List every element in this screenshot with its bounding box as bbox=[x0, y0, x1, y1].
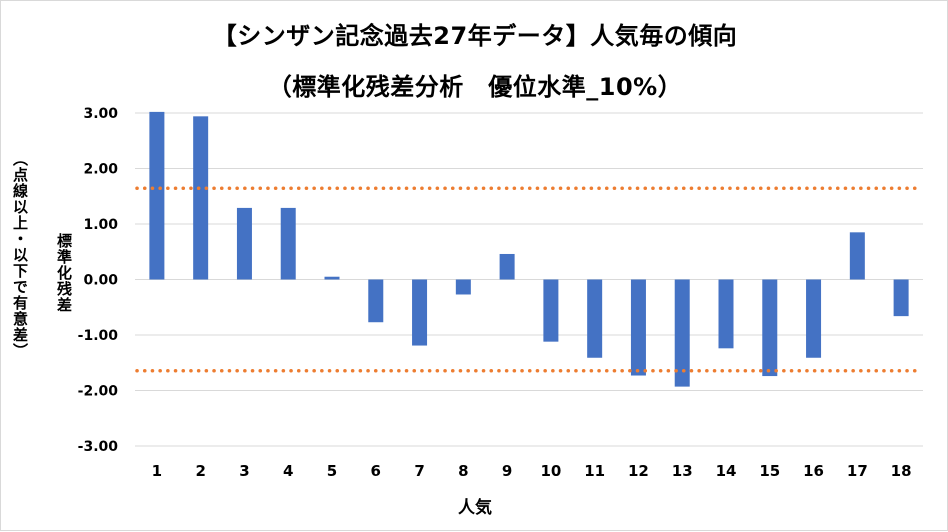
bar bbox=[455, 279, 471, 295]
x-tick-label: 8 bbox=[458, 462, 468, 480]
bar bbox=[368, 279, 384, 323]
y-axis-note: （点線以上・以下で有意差） bbox=[11, 151, 29, 359]
bar bbox=[762, 279, 778, 377]
bar bbox=[893, 279, 909, 317]
bar bbox=[674, 279, 690, 387]
bar bbox=[543, 279, 559, 342]
x-tick-label: 9 bbox=[502, 462, 512, 480]
y-tick-label: 0.00 bbox=[83, 273, 118, 289]
y-tick-label: 2.00 bbox=[83, 162, 118, 178]
x-tick-label: 17 bbox=[847, 462, 868, 480]
x-tick-label: 7 bbox=[414, 462, 424, 480]
x-tick-label: 13 bbox=[672, 462, 693, 480]
bar bbox=[149, 111, 165, 280]
x-tick-label: 14 bbox=[716, 462, 737, 480]
bar bbox=[849, 232, 865, 280]
x-tick-label: 10 bbox=[540, 462, 561, 480]
x-tick-label: 15 bbox=[759, 462, 780, 480]
bar bbox=[193, 116, 209, 280]
bar bbox=[718, 279, 734, 349]
y-tick-label: -3.00 bbox=[78, 439, 119, 455]
x-tick-label: 16 bbox=[803, 462, 824, 480]
x-tick-label: 12 bbox=[628, 462, 649, 480]
bar bbox=[280, 207, 296, 280]
bar bbox=[412, 279, 428, 346]
x-tick-label: 3 bbox=[239, 462, 249, 480]
bar bbox=[236, 207, 252, 280]
x-tick-label: 6 bbox=[371, 462, 381, 480]
y-tick-label: 1.00 bbox=[83, 217, 118, 233]
bar bbox=[499, 253, 515, 280]
x-tick-label: 1 bbox=[152, 462, 162, 480]
x-tick-label: 11 bbox=[584, 462, 605, 480]
bar bbox=[630, 279, 646, 376]
chart-subtitle: （標準化残差分析 優位水準_10%） bbox=[267, 73, 683, 101]
chart-title: 【シンザン記念過去27年データ】人気毎の傾向 bbox=[212, 22, 738, 50]
y-tick-label: -2.00 bbox=[78, 384, 119, 400]
bar bbox=[587, 279, 603, 358]
x-tick-label: 5 bbox=[327, 462, 337, 480]
x-tick-label: 2 bbox=[195, 462, 205, 480]
y-axis-label: 標準化残差 bbox=[55, 233, 73, 313]
x-tick-label: 18 bbox=[891, 462, 912, 480]
y-tick-label: 3.00 bbox=[83, 106, 118, 122]
bar bbox=[324, 276, 340, 280]
bar bbox=[806, 279, 822, 358]
x-tick-label: 4 bbox=[283, 462, 293, 480]
x-axis-label: 人気 bbox=[458, 498, 492, 518]
y-tick-label: -1.00 bbox=[78, 328, 119, 344]
